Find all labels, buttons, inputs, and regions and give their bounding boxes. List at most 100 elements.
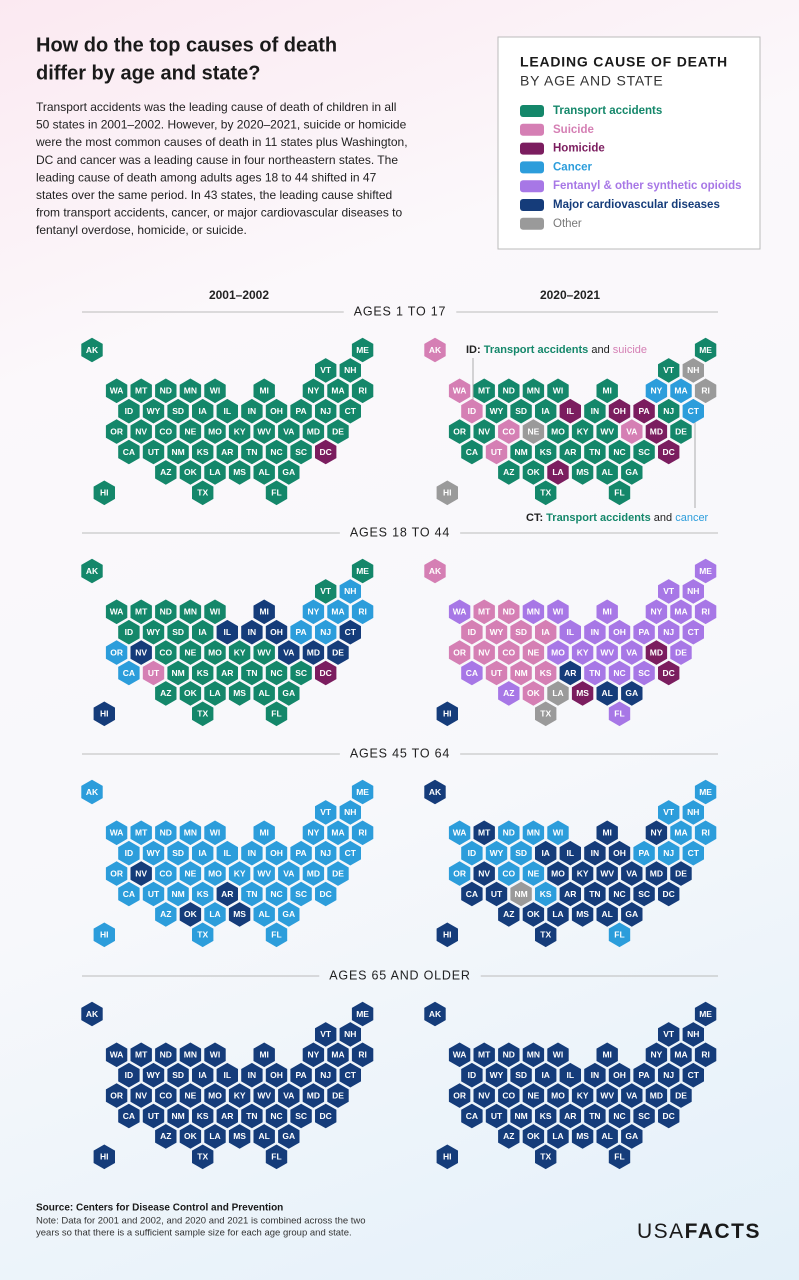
state-tile — [265, 701, 288, 727]
state-tile — [130, 861, 152, 886]
state-tile — [315, 579, 337, 604]
tile-label: MS — [233, 688, 246, 698]
tile-label: NM — [171, 668, 184, 678]
tile-label: OK — [527, 1131, 541, 1141]
state-tile — [327, 640, 349, 665]
tile-label: ND — [503, 386, 515, 396]
state-tile — [608, 398, 631, 424]
tile-label: DC — [663, 889, 675, 899]
state-tile — [547, 419, 569, 444]
tile-label: WA — [453, 828, 467, 838]
tile-label: AR — [564, 668, 576, 678]
state-tile — [204, 902, 226, 927]
state-tile — [315, 358, 337, 383]
tile-label: MT — [135, 1050, 148, 1060]
tile-label: KY — [577, 426, 589, 436]
state-tile — [339, 619, 361, 645]
state-tile — [424, 779, 446, 805]
legend-swatch — [520, 180, 544, 193]
state-tile — [118, 398, 140, 424]
tile-label: CA — [123, 889, 135, 899]
state-tile — [302, 640, 325, 665]
state-tile — [571, 861, 594, 886]
tile-label: IN — [248, 848, 257, 858]
state-tile — [155, 419, 177, 444]
state-tile — [204, 1124, 226, 1149]
tile-label: DC — [663, 1111, 675, 1121]
tile-label: OH — [270, 1070, 283, 1080]
annotation-part: suicide — [613, 344, 647, 356]
state-tile — [290, 439, 312, 465]
tile-label: WY — [490, 627, 504, 637]
state-tile — [351, 337, 374, 363]
state-tile — [216, 840, 238, 866]
state-tile — [498, 681, 520, 706]
state-tile — [547, 1124, 569, 1149]
tile-label: HI — [443, 930, 452, 940]
state-tile — [645, 419, 668, 444]
tile-label: NY — [650, 1050, 662, 1060]
state-tile — [290, 881, 312, 907]
state-tile — [253, 419, 275, 444]
state-tile — [315, 619, 337, 645]
tile-label: VA — [283, 426, 294, 436]
state-tile — [302, 861, 325, 886]
tile-label: VA — [626, 647, 637, 657]
state-tile — [535, 840, 557, 866]
tile-label: WA — [110, 1050, 124, 1060]
tile-label: SC — [295, 889, 307, 899]
state-tile — [584, 619, 606, 645]
tile-label: AR — [564, 889, 576, 899]
tile-label: ID — [125, 1070, 134, 1080]
tile-label: CA — [123, 668, 135, 678]
tile-label: TX — [197, 1152, 208, 1162]
tile-label: NE — [184, 868, 196, 878]
state-tile — [228, 861, 251, 886]
state-tile — [645, 1042, 668, 1068]
state-tile — [547, 460, 569, 485]
tile-label: VT — [320, 807, 332, 817]
state-tile — [571, 460, 594, 485]
state-tile — [192, 1062, 214, 1088]
state-tile — [327, 1042, 349, 1068]
tile-label: NE — [184, 647, 196, 657]
state-tile — [596, 1083, 618, 1108]
tile-label: GA — [625, 688, 638, 698]
tile-label: WV — [600, 426, 614, 436]
tile-label: TX — [540, 1152, 551, 1162]
tile-label: MN — [527, 1050, 540, 1060]
state-tile — [105, 378, 128, 404]
tile-label: MS — [576, 1131, 589, 1141]
state-tile — [228, 640, 251, 665]
state-tile — [670, 861, 692, 886]
tile-label: UT — [491, 447, 503, 457]
state-tile — [670, 640, 692, 665]
tile-label: IA — [198, 627, 207, 637]
tile-label: NM — [514, 668, 527, 678]
tile-label: NJ — [663, 406, 674, 416]
state-tile — [547, 640, 569, 665]
logo-part: USA — [637, 1220, 685, 1243]
tile-label: MI — [602, 607, 611, 617]
state-tile — [265, 439, 288, 465]
tile-label: NV — [478, 1090, 490, 1100]
state-tile — [228, 460, 251, 485]
state-tile — [192, 660, 214, 686]
tile-label: CT — [345, 406, 357, 416]
state-tile — [522, 1042, 545, 1068]
state-tile — [485, 660, 508, 686]
tile-label: NE — [527, 647, 539, 657]
state-tile — [584, 398, 606, 424]
state-tile — [682, 1022, 704, 1047]
state-tile — [228, 1124, 251, 1149]
state-tile — [510, 619, 532, 645]
tile-label: TX — [540, 488, 551, 498]
tile-label: MN — [184, 828, 197, 838]
state-tile — [658, 1062, 680, 1088]
state-tile — [694, 779, 717, 805]
state-tile — [130, 1042, 152, 1068]
tile-label: MT — [478, 386, 491, 396]
legend-swatch — [520, 161, 544, 174]
tile-label: MN — [184, 386, 197, 396]
tile-label: GA — [282, 467, 295, 477]
